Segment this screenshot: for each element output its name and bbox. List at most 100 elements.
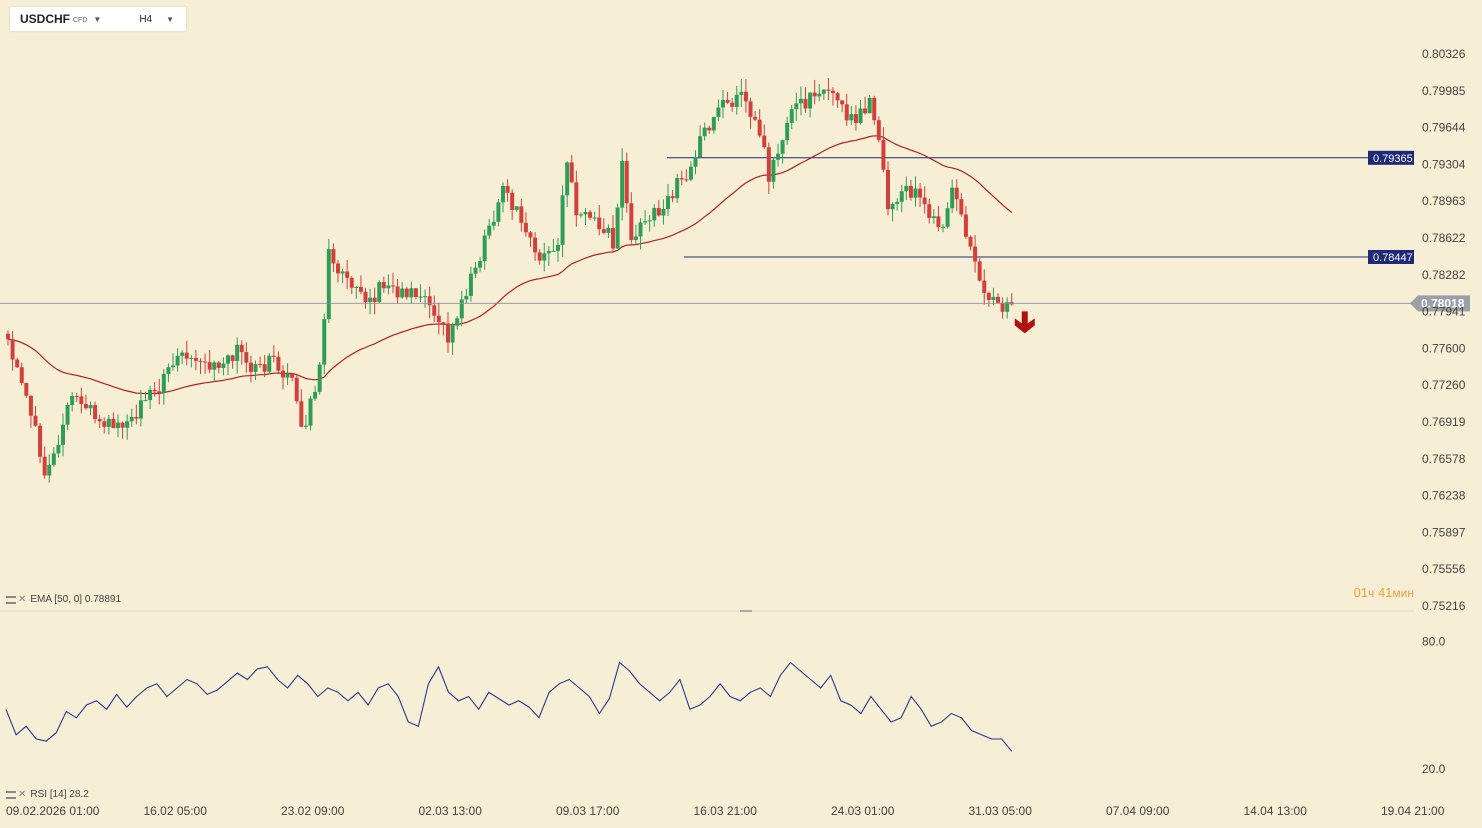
- candle-body: [973, 246, 978, 262]
- candle-body: [757, 119, 762, 136]
- candle: [959, 193, 964, 217]
- rsi-indicator-label[interactable]: ✕ RSI [14] 28.2: [6, 789, 89, 800]
- candle-body: [776, 153, 780, 160]
- candle-body: [1000, 302, 1005, 312]
- candle-body: [780, 140, 785, 154]
- candle: [606, 224, 611, 239]
- candle: [578, 212, 583, 218]
- indicator-menu-icon[interactable]: [6, 595, 16, 604]
- candle: [413, 288, 418, 300]
- candle: [624, 152, 629, 213]
- candle: [377, 280, 382, 303]
- candle: [574, 170, 579, 227]
- candle-body: [785, 122, 790, 141]
- candle-body: [551, 250, 556, 252]
- candle-body: [38, 425, 43, 457]
- candle: [872, 95, 877, 125]
- candle: [899, 185, 904, 213]
- candle: [317, 362, 322, 395]
- candle-body: [711, 116, 716, 131]
- symbol-name[interactable]: USDCHF: [20, 12, 70, 26]
- candle: [478, 256, 483, 273]
- price-axis[interactable]: 0.80326 0.79985 0.79644 0.79304 0.78963 0.786…: [1422, 47, 1466, 613]
- candle: [171, 353, 175, 371]
- candle: [423, 289, 428, 308]
- candle-body: [977, 261, 982, 281]
- rsi-pane: [5, 661, 1013, 752]
- indicator-close-icon[interactable]: ✕: [18, 594, 27, 605]
- price-tick-label: 0.80326: [1422, 47, 1466, 61]
- candle: [762, 124, 767, 149]
- candle: [349, 276, 354, 295]
- candle-body: [629, 203, 634, 240]
- indicator-close-icon[interactable]: ✕: [18, 789, 27, 800]
- candle: [739, 79, 744, 108]
- candle-body: [661, 209, 666, 216]
- candle-body: [473, 267, 478, 274]
- candle: [51, 447, 56, 467]
- candle: [858, 100, 863, 125]
- candle-body: [812, 92, 817, 97]
- candle: [42, 446, 47, 479]
- timeframe-selector[interactable]: H4: [139, 13, 153, 25]
- level-tag-label: 0.79365: [1373, 153, 1413, 165]
- candle-body: [620, 161, 625, 208]
- candle-body: [918, 188, 923, 198]
- candle-body: [886, 169, 890, 210]
- candle-body: [881, 139, 886, 170]
- candle-body: [24, 383, 29, 396]
- candle-body: [161, 373, 166, 393]
- candle: [1000, 297, 1005, 319]
- time-tick-label: 09.02.2026 01:00: [6, 804, 100, 818]
- candle-body: [496, 202, 501, 222]
- candle: [840, 100, 845, 113]
- candle-body: [317, 364, 322, 392]
- candle: [74, 392, 79, 403]
- candle-body: [670, 196, 675, 199]
- candle-body: [349, 277, 354, 288]
- candle: [157, 378, 162, 405]
- ema-indicator-label[interactable]: ✕ EMA [50, 0] 0.78891: [6, 594, 121, 605]
- timeframe-dropdown-icon[interactable]: ▼: [166, 14, 175, 24]
- candle: [175, 348, 180, 372]
- candle: [267, 353, 272, 374]
- candle: [776, 143, 780, 167]
- candle-body: [826, 89, 831, 91]
- candle: [148, 386, 153, 409]
- candle-body: [15, 359, 20, 368]
- candle: [354, 286, 359, 299]
- candle-body: [423, 296, 428, 298]
- candle-body: [766, 147, 771, 182]
- candle-body: [482, 235, 487, 262]
- candle: [895, 198, 900, 211]
- candle-body: [129, 416, 134, 422]
- indicator-menu-icon[interactable]: [6, 790, 16, 799]
- time-axis[interactable]: 09.02.2026 01:00 16.02 05:00 23.02 09:00 02…: [6, 804, 1445, 818]
- time-tick-label: 23.02 09:00: [281, 804, 345, 818]
- candle: [143, 391, 148, 402]
- price-tick-label: 0.78282: [1422, 268, 1466, 282]
- price-tick-label: 0.75216: [1422, 599, 1466, 613]
- candle: [918, 183, 923, 207]
- candle-body: [226, 355, 230, 364]
- candle-body: [519, 206, 524, 223]
- candle: [743, 79, 748, 113]
- candle: [523, 212, 528, 237]
- symbol-dropdown-icon[interactable]: ▼: [93, 14, 102, 24]
- candle-body: [171, 365, 175, 368]
- candle: [97, 414, 102, 428]
- candle: [803, 87, 808, 113]
- candle: [56, 434, 61, 458]
- candle: [583, 208, 588, 226]
- candle-body: [592, 217, 597, 219]
- ema-path: [7, 135, 1013, 395]
- candle: [308, 395, 313, 431]
- candle-body: [647, 220, 652, 222]
- candle-body: [601, 229, 606, 233]
- candle: [203, 353, 208, 374]
- candle-countdown: 01ч 41мин: [1354, 585, 1414, 600]
- candle-body: [656, 208, 661, 216]
- candle: [363, 287, 368, 309]
- candle: [876, 116, 881, 143]
